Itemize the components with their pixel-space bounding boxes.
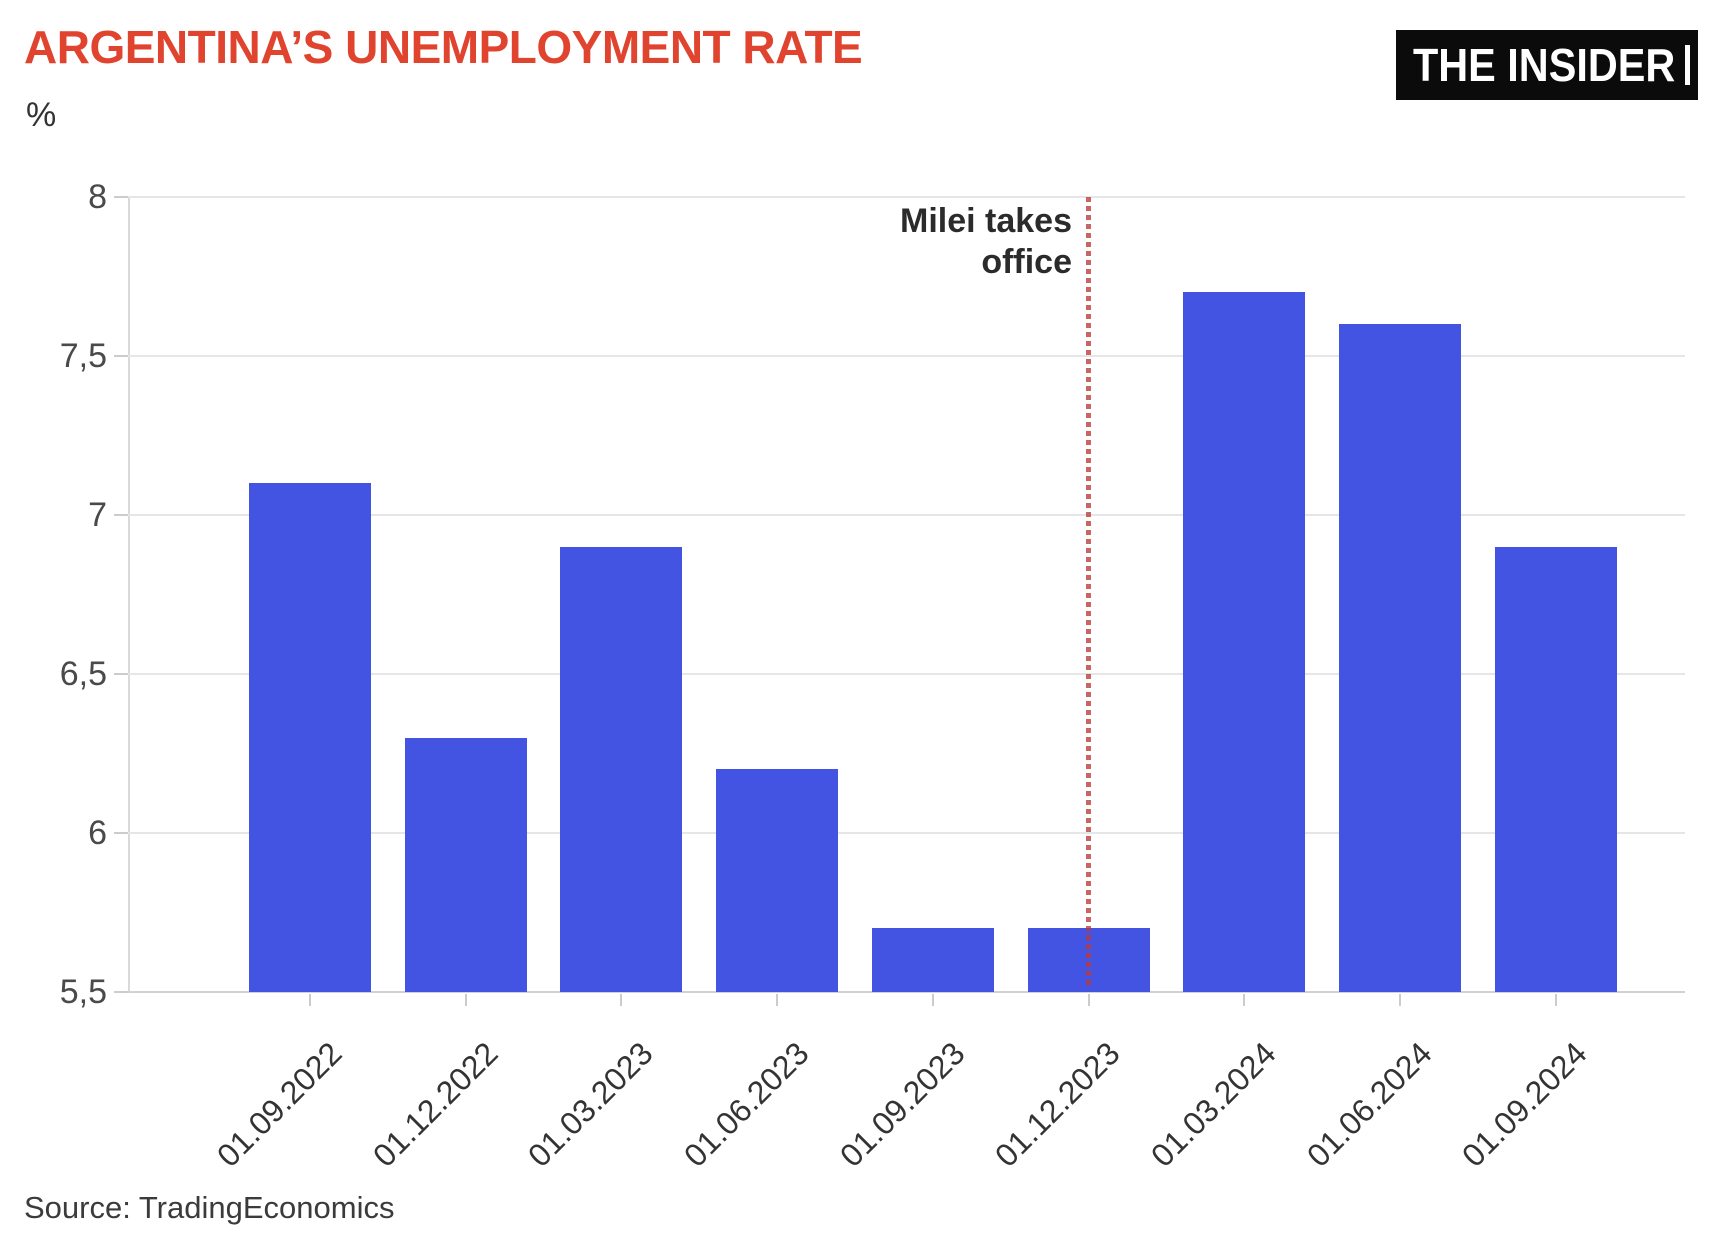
y-tick-label: 6,5 bbox=[59, 655, 107, 693]
bar bbox=[1494, 546, 1617, 992]
y-axis-labels: 8 7,5 7 6,5 6 5,5 bbox=[0, 178, 107, 1011]
y-tick-label: 6 bbox=[88, 814, 107, 852]
page-title: ARGENTINA’S UNEMPLOYMENT RATE bbox=[24, 21, 863, 73]
y-tick bbox=[114, 514, 128, 516]
gridline-6 bbox=[128, 832, 1685, 834]
bar bbox=[404, 737, 527, 992]
x-tick bbox=[464, 994, 467, 1006]
x-tick bbox=[1398, 994, 1401, 1006]
y-axis-line bbox=[128, 197, 130, 992]
x-tick bbox=[931, 994, 934, 1006]
y-tick bbox=[114, 832, 128, 834]
y-tick bbox=[114, 673, 128, 675]
gridline-5,5 bbox=[128, 991, 1685, 993]
bar bbox=[249, 483, 371, 992]
x-tick bbox=[776, 994, 779, 1006]
y-tick-label: 7 bbox=[88, 496, 107, 534]
event-annotation: Milei takes office bbox=[900, 201, 1072, 283]
gridline-7,5 bbox=[128, 355, 1685, 357]
x-tick-label: 01.06.2024 bbox=[1299, 1035, 1439, 1174]
x-tick-label: 01.03.2024 bbox=[1143, 1035, 1283, 1174]
x-tick-label: 01.03.2023 bbox=[521, 1035, 660, 1174]
event-annotation-line2: office bbox=[981, 243, 1072, 281]
x-tick-label: 01.12.2022 bbox=[365, 1035, 505, 1174]
x-tick bbox=[309, 994, 311, 1006]
event-annotation-line1: Milei takes bbox=[900, 202, 1072, 240]
plot-area: 01.09.2022 01.12.2022 01.03.2023 01.06.2023… bbox=[114, 196, 1685, 1174]
x-tick bbox=[1243, 994, 1246, 1006]
gridline-8 bbox=[128, 196, 1685, 198]
y-tick bbox=[114, 196, 128, 198]
y-tick bbox=[114, 991, 128, 993]
x-tick-label: 01.09.2023 bbox=[832, 1035, 972, 1174]
bar bbox=[1183, 292, 1306, 992]
y-axis-unit-label: % bbox=[26, 96, 57, 134]
x-tick-label: 01.06.2023 bbox=[676, 1035, 816, 1174]
gridline-7 bbox=[128, 514, 1685, 516]
bar bbox=[716, 769, 839, 992]
x-tick-label: 01.12.2023 bbox=[988, 1035, 1127, 1174]
bar bbox=[560, 546, 683, 992]
the-insider-logo: THE INSIDER bbox=[1396, 30, 1698, 100]
x-tick-label: 01.09.2024 bbox=[1455, 1035, 1595, 1174]
milei-takes-office-line bbox=[1086, 197, 1091, 988]
y-tick-label: 8 bbox=[88, 178, 107, 216]
x-tick bbox=[1087, 994, 1090, 1006]
bar bbox=[871, 928, 994, 992]
logo-text: THE INSIDER bbox=[1413, 39, 1676, 91]
bar bbox=[1338, 324, 1461, 992]
y-tick-label: 5,5 bbox=[59, 973, 107, 1011]
x-tick bbox=[620, 994, 623, 1006]
y-tick bbox=[114, 355, 128, 357]
x-tick-label: 01.09.2022 bbox=[209, 1035, 349, 1174]
gridline-6,5 bbox=[128, 673, 1685, 675]
x-tick bbox=[1554, 994, 1557, 1006]
y-tick-label: 7,5 bbox=[59, 337, 107, 375]
logo-cursor-mark bbox=[1685, 45, 1690, 85]
source-note: Source: TradingEconomics bbox=[24, 1190, 395, 1225]
